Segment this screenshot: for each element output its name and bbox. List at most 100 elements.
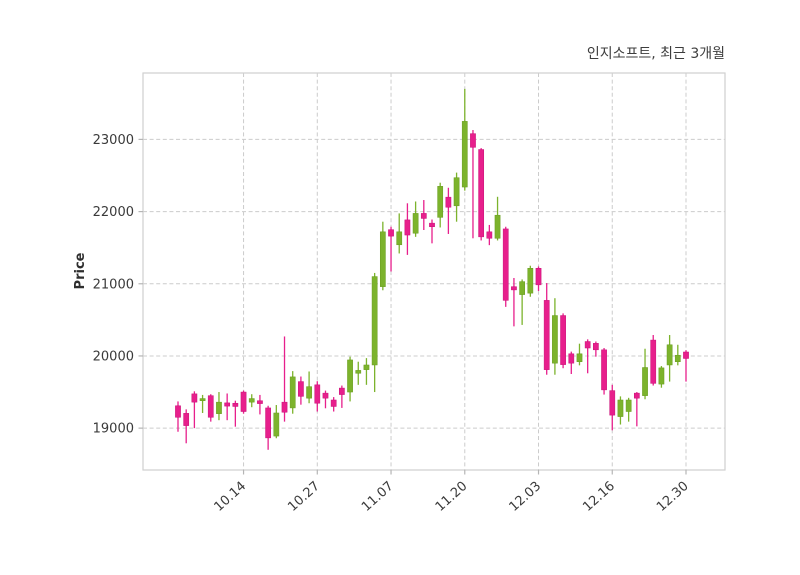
candle-up bbox=[379, 231, 386, 287]
candle-up bbox=[642, 367, 648, 396]
candle-down bbox=[314, 384, 321, 404]
y-tick-label: 19000 bbox=[93, 422, 134, 437]
candle-up bbox=[453, 177, 460, 207]
candle-down bbox=[224, 402, 231, 407]
candle-down bbox=[511, 286, 517, 291]
x-tick-label: 10.14 bbox=[212, 479, 250, 515]
y-tick-label: 23000 bbox=[93, 133, 134, 148]
candle-wick bbox=[226, 393, 228, 421]
candle-down bbox=[298, 381, 304, 397]
candle-up bbox=[527, 268, 534, 294]
candle-down bbox=[633, 392, 640, 399]
candle-down bbox=[207, 395, 214, 418]
candle-up bbox=[617, 399, 624, 417]
candle-down bbox=[175, 405, 181, 418]
chart-title: 인지소프트, 최근 3개월 bbox=[587, 46, 725, 62]
candle-down bbox=[560, 315, 566, 365]
candle-wick bbox=[472, 130, 474, 239]
candle-up bbox=[347, 359, 353, 393]
candle-down bbox=[470, 133, 476, 148]
candle-wick bbox=[431, 219, 433, 244]
candle-wick bbox=[636, 392, 638, 427]
candle-down bbox=[502, 228, 509, 301]
candle-down bbox=[257, 400, 263, 404]
candle-down bbox=[429, 222, 435, 227]
candle-down bbox=[240, 391, 247, 412]
x-tick-label: 11.07 bbox=[359, 479, 397, 515]
candle-down bbox=[339, 387, 345, 395]
candle-wick bbox=[521, 279, 523, 325]
candle-down bbox=[650, 339, 657, 384]
candle-up bbox=[674, 354, 681, 362]
candle-down bbox=[535, 268, 542, 286]
candle-up bbox=[494, 214, 501, 239]
candle-up bbox=[289, 376, 296, 409]
candle-wick bbox=[447, 187, 450, 234]
y-tick-label: 21000 bbox=[93, 277, 134, 292]
candle-down bbox=[330, 399, 337, 407]
candle-down bbox=[322, 392, 329, 399]
candle-up bbox=[658, 367, 665, 385]
x-tick-label: 12.30 bbox=[654, 479, 692, 515]
candle-up bbox=[199, 398, 206, 401]
candle-down bbox=[601, 349, 607, 391]
y-tick-label: 22000 bbox=[93, 205, 134, 220]
candle-down bbox=[478, 149, 485, 238]
y-tick-label: 20000 bbox=[93, 349, 134, 364]
candle-wick bbox=[234, 400, 237, 427]
candle-down bbox=[445, 196, 452, 208]
candle-up bbox=[437, 186, 444, 218]
candle-down bbox=[420, 213, 427, 219]
candle-wick bbox=[193, 391, 196, 429]
candle-down bbox=[232, 402, 239, 407]
candle-wick bbox=[283, 336, 286, 422]
plot-border bbox=[142, 72, 726, 471]
candle-wick bbox=[587, 339, 589, 374]
candle-wick bbox=[513, 277, 515, 327]
candle-up bbox=[371, 276, 378, 366]
candle-up bbox=[248, 398, 255, 403]
candle-wick bbox=[201, 394, 204, 413]
y-axis-label: Price bbox=[73, 252, 88, 289]
candle-down bbox=[683, 351, 689, 359]
candle-up bbox=[576, 353, 583, 362]
candle-up bbox=[216, 401, 222, 414]
candle-down bbox=[486, 231, 493, 239]
candle-down bbox=[593, 343, 599, 351]
plot-area: 19000 20000 21000 22000 23000 10.14 10.27 11.07… bbox=[93, 72, 726, 515]
candle-wick bbox=[365, 358, 368, 385]
candle-wick bbox=[685, 350, 687, 382]
candle-wick bbox=[341, 385, 343, 408]
candle-wick bbox=[185, 409, 187, 444]
x-tick-label: 10.27 bbox=[285, 479, 323, 515]
candle-wick bbox=[259, 394, 261, 415]
candle-down bbox=[281, 401, 288, 413]
candle-up bbox=[273, 412, 280, 437]
candle-down bbox=[584, 341, 591, 349]
candle-up bbox=[666, 344, 673, 366]
candle-up bbox=[519, 281, 525, 295]
candle-up bbox=[552, 315, 558, 364]
x-tick-label: 11.20 bbox=[433, 479, 471, 515]
candle-up bbox=[355, 370, 362, 374]
candle-down bbox=[404, 219, 411, 236]
candle-wick bbox=[324, 390, 327, 409]
candle-wick bbox=[390, 226, 392, 272]
candle-up bbox=[396, 231, 403, 246]
candle-up bbox=[306, 386, 312, 399]
plot-background bbox=[143, 73, 725, 470]
candle-up bbox=[412, 213, 419, 234]
x-tick-label: 12.03 bbox=[506, 479, 544, 515]
candle-down bbox=[388, 229, 394, 237]
candle-up bbox=[363, 364, 370, 370]
candle-down bbox=[191, 393, 198, 403]
candle-down bbox=[609, 390, 616, 416]
candle-up bbox=[461, 121, 468, 188]
candle-up bbox=[625, 399, 632, 412]
x-tick-label: 12.16 bbox=[580, 479, 618, 515]
candle-down bbox=[265, 407, 271, 439]
candle-down bbox=[568, 353, 575, 364]
candle-down bbox=[543, 300, 550, 370]
